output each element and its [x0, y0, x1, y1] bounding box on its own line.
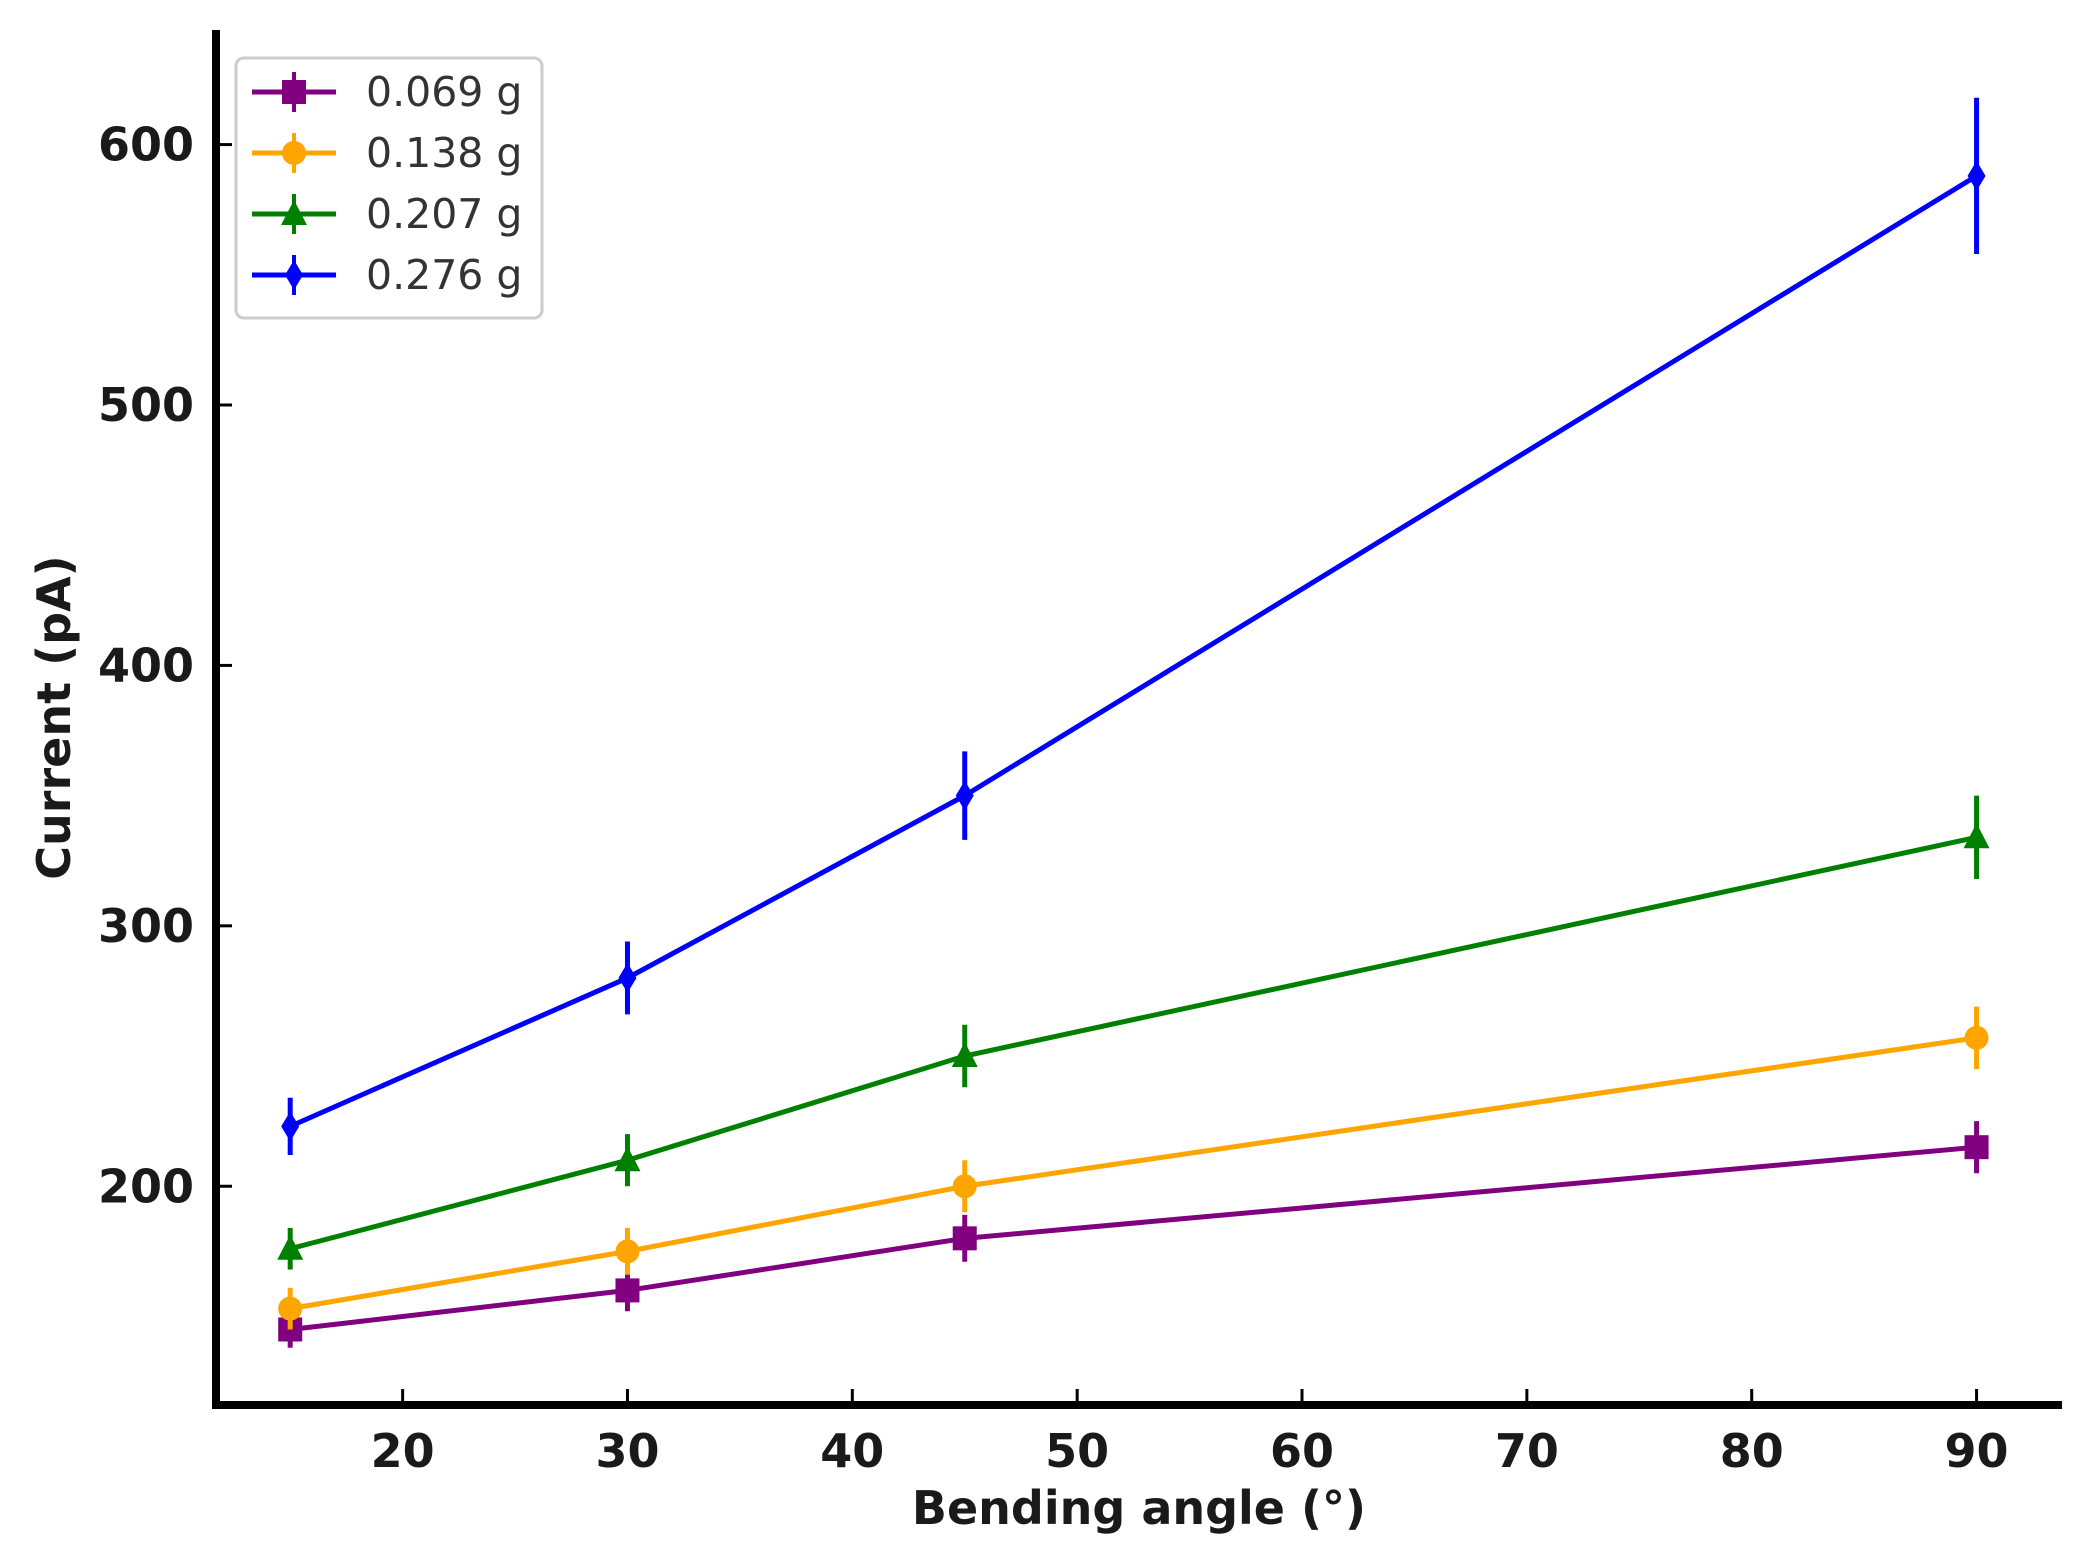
data-point — [614, 1146, 641, 1172]
data-point — [1964, 1135, 1989, 1160]
series-line — [289, 173, 1978, 1129]
x-tick-label: 20 — [371, 1424, 435, 1478]
y-tick-label: 300 — [98, 899, 194, 953]
y-tick-label: 500 — [98, 378, 194, 432]
legend-label: 0.138 g — [366, 129, 522, 177]
legend-marker-icon — [281, 200, 307, 225]
legend-item: 0.069 g — [252, 68, 522, 116]
series-layer — [277, 97, 1990, 1348]
legend-marker-icon — [285, 260, 303, 290]
data-point — [1964, 1025, 1989, 1050]
data-point — [952, 1226, 977, 1251]
y-tick-label: 400 — [98, 638, 194, 692]
x-tick-label: 80 — [1720, 1424, 1784, 1478]
legend-label: 0.207 g — [366, 190, 522, 238]
x-tick-label: 60 — [1270, 1424, 1334, 1478]
legend-label: 0.069 g — [366, 68, 522, 116]
legend-box — [234, 56, 544, 320]
x-tick-label: 50 — [1045, 1424, 1109, 1478]
legend-item: 0.276 g — [252, 251, 522, 299]
series-line — [289, 1144, 1977, 1332]
y-tick-label: 200 — [98, 1159, 194, 1213]
data-point — [615, 1239, 640, 1264]
x-axis-label: Bending angle (°) — [912, 1481, 1366, 1535]
legend-marker-icon — [282, 141, 306, 165]
data-point — [618, 962, 637, 993]
legend-marker-icon — [282, 80, 306, 104]
data-point — [278, 1296, 303, 1321]
x-tick-label: 40 — [820, 1424, 884, 1478]
data-point — [281, 1111, 300, 1142]
y-tick-label: 600 — [98, 118, 194, 172]
data-point — [1967, 160, 1986, 191]
data-point — [615, 1278, 640, 1303]
x-tick-label: 70 — [1495, 1424, 1559, 1478]
legend-item: 0.138 g — [252, 129, 522, 177]
data-point — [277, 1234, 304, 1260]
data-point — [955, 780, 974, 811]
series-0 — [278, 1121, 1989, 1348]
series-2 — [277, 795, 1990, 1270]
legend-label: 0.276 g — [366, 251, 522, 299]
y-axis-label: Current (pA) — [27, 555, 81, 879]
axes-layer: 20 30 40 50 60 70 80 90 200 300 400 500 600 — [98, 30, 2062, 1478]
data-point — [952, 1174, 977, 1199]
legend-item: 0.207 g — [252, 190, 522, 238]
data-point — [1963, 823, 1990, 849]
series-line — [289, 834, 1978, 1252]
x-tick-label: 30 — [595, 1424, 659, 1478]
series-1 — [278, 1006, 1989, 1330]
x-tick-label: 90 — [1945, 1424, 2009, 1478]
data-point — [951, 1042, 978, 1068]
legend: 0.069 g 0.138 g 0.207 g 0.276 g — [234, 56, 544, 320]
series-line — [289, 1035, 1977, 1312]
series-3 — [281, 97, 1986, 1155]
